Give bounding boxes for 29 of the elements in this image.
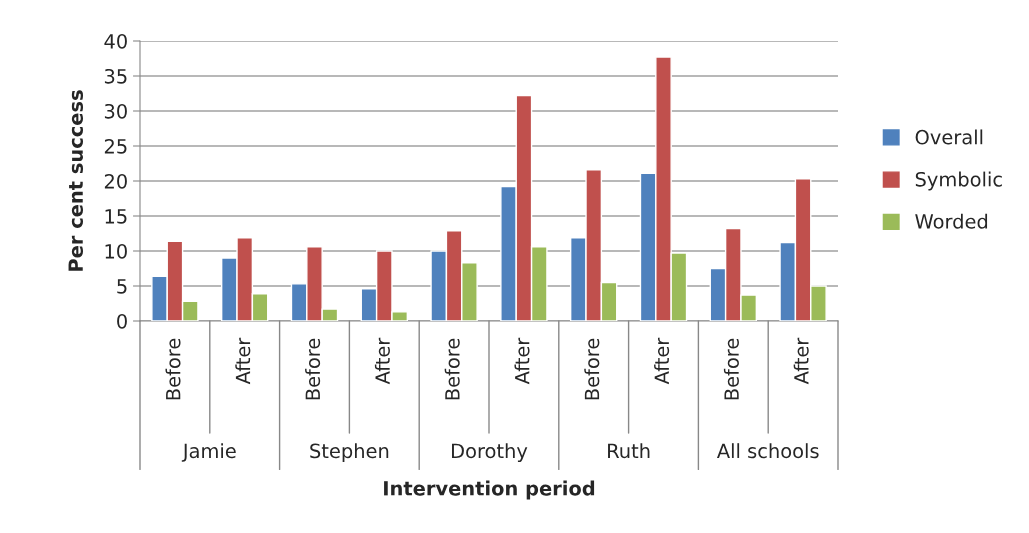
x-tick-label: After (793, 337, 809, 385)
text: Stephen (310, 443, 389, 463)
x-tick-label: After (514, 337, 530, 385)
x-tick-label: After (374, 337, 390, 385)
y-tick-label: 10 (105, 243, 127, 259)
y-tick-label: 20 (104, 173, 127, 189)
y-tick-label: 35 (104, 68, 127, 84)
y-axis-title: Per cent success (68, 90, 84, 271)
text: Jamie (181, 443, 236, 462)
x-tick-label: Before (305, 338, 321, 400)
y-tick-label: 15 (105, 209, 127, 224)
legend-label: Overall (915, 129, 983, 145)
x-tick-label: Before (165, 338, 181, 400)
x-axis-title: Intervention period (384, 480, 595, 500)
x-tick-label: After (654, 337, 670, 385)
y-tick-label: 30 (104, 103, 127, 119)
y-tick-label: 40 (104, 33, 127, 49)
x-tick-label: Before (444, 338, 460, 400)
x-tick-label: After (235, 337, 251, 385)
text: Dorothy (452, 443, 528, 463)
x-tick-label: Before (584, 338, 600, 400)
legend-label: Worded (915, 213, 988, 229)
text: All schools (716, 443, 819, 459)
y-tick-label: 5 (117, 279, 127, 294)
y-tick-label: 25 (104, 138, 127, 154)
legend-label: Symbolic (915, 171, 1002, 191)
x-tick-label: Before (723, 338, 739, 400)
text: Ruth (608, 443, 650, 459)
y-tick-label: 0 (117, 313, 127, 329)
